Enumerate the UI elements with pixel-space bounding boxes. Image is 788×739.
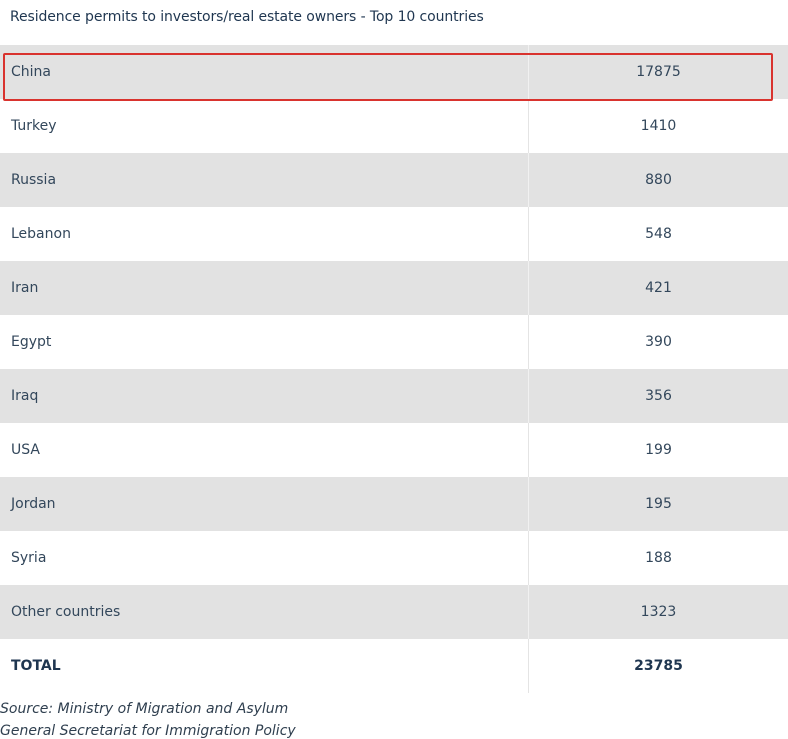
source-note: Source: Ministry of Migration and Asylum…: [0, 698, 296, 739]
country-cell: Jordan: [0, 477, 529, 531]
value-cell: 880: [645, 172, 672, 188]
total-row: TOTAL 23785: [0, 639, 788, 693]
table-row: Iran 421: [0, 261, 788, 315]
table-title: Residence permits to investors/real esta…: [10, 9, 484, 25]
value-cell: 199: [645, 442, 672, 458]
country-cell: Syria: [0, 531, 529, 585]
country-cell: China: [0, 45, 529, 99]
source-line-2: General Secretariat for Immigration Poli…: [0, 723, 296, 739]
table-row: USA 199: [0, 423, 788, 477]
country-cell: Egypt: [0, 315, 529, 369]
table-row: Syria 188: [0, 531, 788, 585]
table-row: Egypt 390: [0, 315, 788, 369]
permits-table: China 17875 Turkey 1410 Russia 880 Lebanon 548 I…: [0, 45, 788, 693]
table-row: Turkey 1410: [0, 99, 788, 153]
total-label: TOTAL: [0, 639, 529, 693]
value-cell: 188: [645, 550, 672, 566]
value-cell: 356: [645, 388, 672, 404]
value-cell: 17875: [636, 64, 681, 80]
source-line-1: Source: Ministry of Migration and Asylum: [0, 701, 289, 717]
table-row: Iraq 356: [0, 369, 788, 423]
country-cell: Other countries: [0, 585, 529, 639]
table-row: China 17875: [0, 45, 788, 99]
value-cell: 1323: [640, 604, 677, 620]
table-row: Other countries 1323: [0, 585, 788, 639]
value-cell: 548: [645, 226, 672, 242]
country-cell: Turkey: [0, 99, 529, 153]
value-cell: 1410: [640, 118, 677, 134]
country-cell: USA: [0, 423, 529, 477]
country-cell: Lebanon: [0, 207, 529, 261]
country-cell: Iraq: [0, 369, 529, 423]
table-row: Russia 880: [0, 153, 788, 207]
table-row: Jordan 195: [0, 477, 788, 531]
value-cell: 421: [645, 280, 672, 296]
country-cell: Russia: [0, 153, 529, 207]
total-value: 23785: [634, 658, 683, 674]
value-cell: 195: [645, 496, 672, 512]
table-row: Lebanon 548: [0, 207, 788, 261]
value-cell: 390: [645, 334, 672, 350]
country-cell: Iran: [0, 261, 529, 315]
